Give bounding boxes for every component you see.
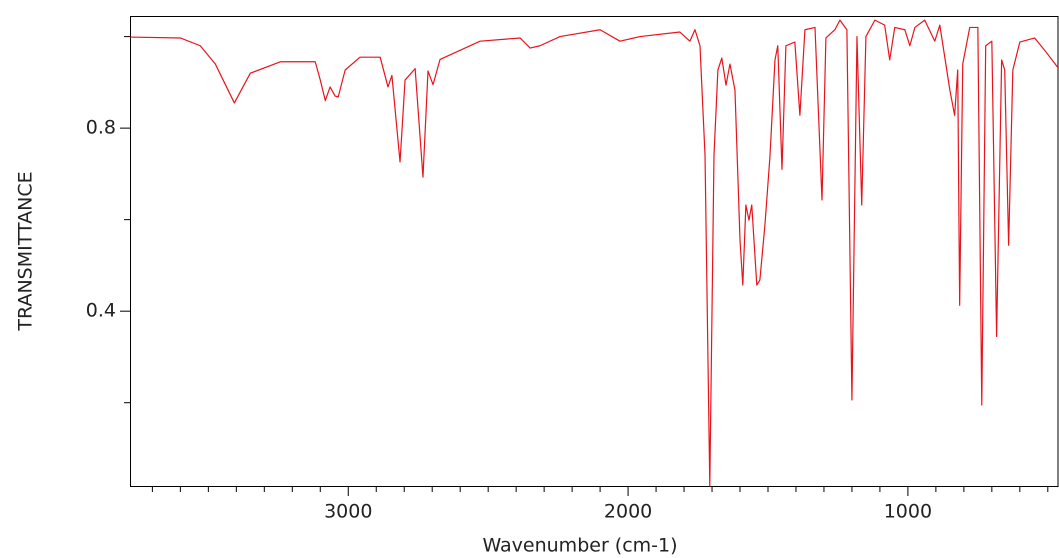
x-tick-label: 2000	[604, 501, 652, 523]
y-tick-label: 0.8	[86, 117, 116, 139]
plot-area	[130, 19, 1059, 487]
x-tick-label: 1000	[884, 501, 932, 523]
x-axis-title: Wavenumber (cm-1)	[482, 535, 677, 557]
spectrum-line	[130, 19, 1059, 487]
y-tick-label: 0.4	[86, 300, 116, 322]
plot-frame	[130, 16, 1059, 487]
y-axis-title: TRANSMITTANCE	[15, 171, 37, 331]
x-tick-label: 3000	[324, 501, 372, 523]
